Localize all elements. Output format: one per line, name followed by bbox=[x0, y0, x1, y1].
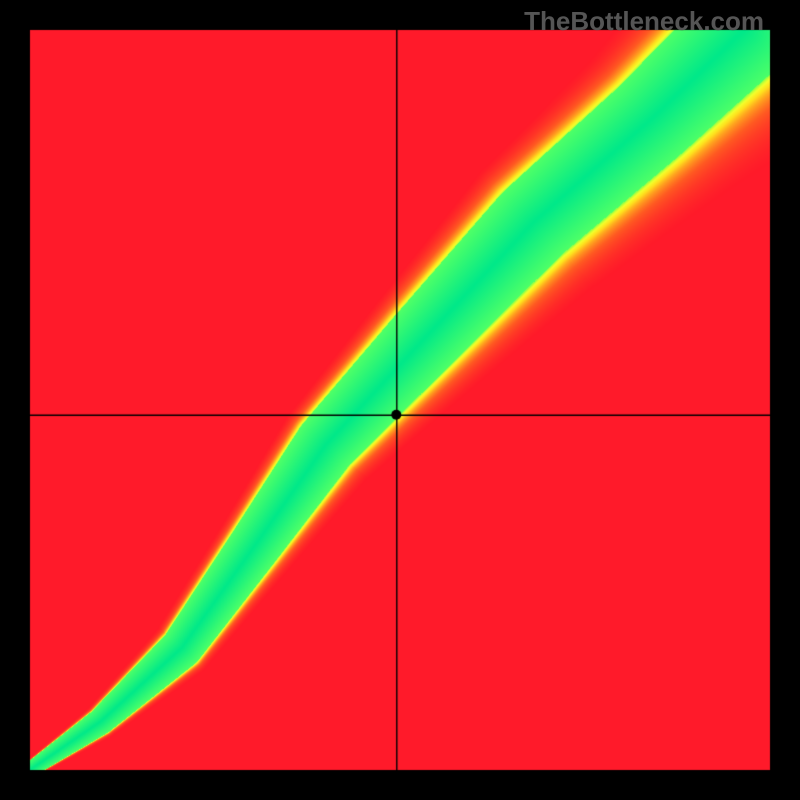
chart-container: TheBottleneck.com bbox=[0, 0, 800, 800]
heatmap-canvas bbox=[0, 0, 800, 800]
